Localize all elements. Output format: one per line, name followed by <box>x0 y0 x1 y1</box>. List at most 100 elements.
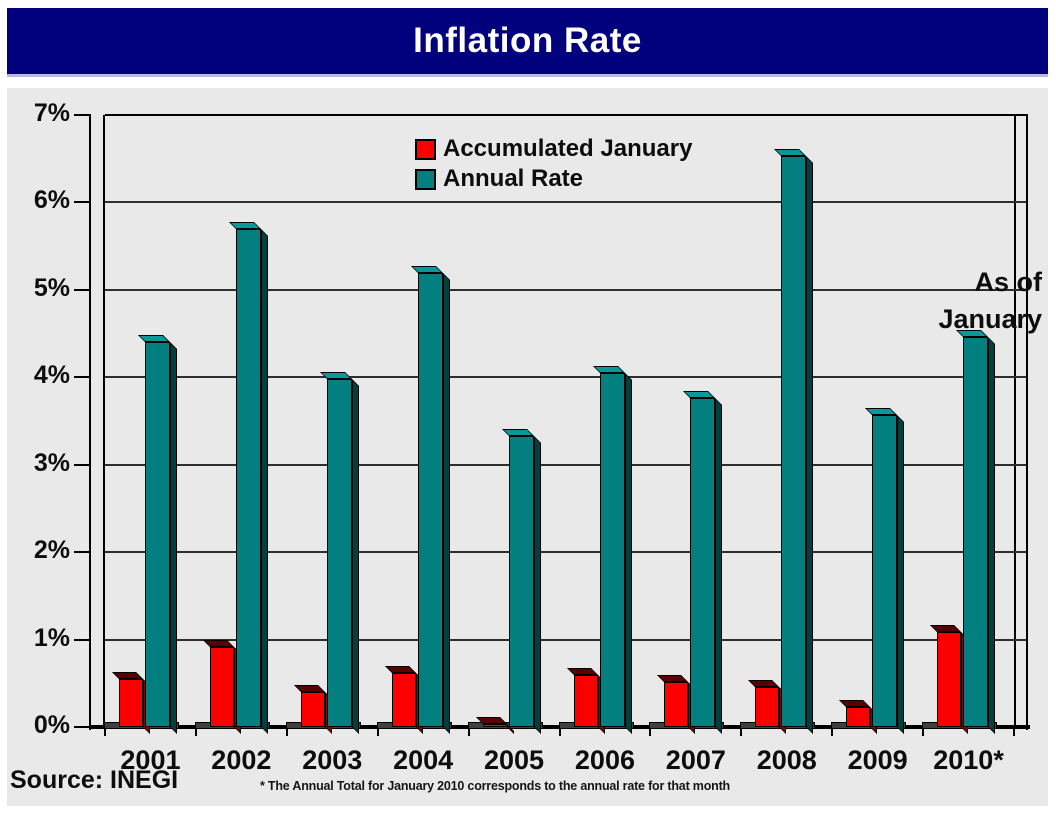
bar-annual-rate <box>683 391 723 734</box>
year-label: 2009 <box>847 745 908 775</box>
bar-accumulated-january <box>839 700 878 734</box>
bar-annual-rate <box>865 408 905 734</box>
bar-top-face <box>202 640 234 647</box>
year-label: 2007 <box>665 745 726 775</box>
x-tick <box>922 725 925 736</box>
annotation-line-2: January <box>938 304 1042 334</box>
gridline <box>105 638 1028 641</box>
chart-title-bar: Inflation Rate <box>7 8 1048 77</box>
bar-accumulated-january <box>475 717 514 734</box>
y-tick-label: 3% <box>33 448 70 477</box>
y-tick <box>74 201 91 204</box>
bar-top-face <box>566 668 598 675</box>
bar-annual-rate <box>774 149 814 734</box>
annotation-line-1: As of <box>974 267 1043 297</box>
bar-front-face <box>235 229 261 727</box>
bar-group: 2005 <box>467 115 560 775</box>
x-tick <box>104 725 106 736</box>
bar-front-face <box>300 692 325 727</box>
gridline <box>105 201 1028 204</box>
gridline <box>105 288 1028 291</box>
bar-front-face <box>417 273 443 727</box>
bar-accumulated-january <box>112 672 150 734</box>
bar-top-face <box>138 335 170 342</box>
bar-front-face <box>573 675 598 727</box>
bar-top-face <box>319 372 352 379</box>
gridline <box>105 114 1028 116</box>
y-tick-label: 6% <box>33 186 70 215</box>
y-tick-label: 0% <box>33 711 70 739</box>
y-tick-label: 5% <box>33 273 70 302</box>
y-tick <box>74 551 91 554</box>
bar-top-face <box>865 408 898 415</box>
x-tick <box>285 725 288 736</box>
right-wall-outer <box>1026 114 1028 730</box>
legend-label: Accumulated January <box>443 135 693 162</box>
bar-top-face <box>839 700 871 707</box>
bar-front-face <box>482 724 507 727</box>
bar-annual-rate <box>956 330 996 734</box>
bar-front-face <box>755 687 780 727</box>
bar-side-face <box>351 379 359 734</box>
x-tick <box>740 725 743 736</box>
x-tick <box>376 725 379 736</box>
y-tick-label: 2% <box>33 536 70 565</box>
y-tick-label: 1% <box>33 623 70 652</box>
legend-label: Annual Rate <box>443 165 584 192</box>
bar-front-face <box>664 682 689 727</box>
legend-item-annual-rate: Annual Rate <box>415 164 692 194</box>
bar-front-face <box>846 707 871 727</box>
footnote-text: * The Annual Total for January 2010 corr… <box>260 779 730 793</box>
year-label: 2010* <box>933 745 1004 775</box>
bar-side-face <box>170 342 177 734</box>
gridline <box>105 551 1028 554</box>
bar-front-face <box>508 436 534 727</box>
bar-group: 2010* <box>922 115 1014 775</box>
bar-top-face <box>774 149 807 156</box>
year-label: 2001 <box>120 745 181 775</box>
bar-side-face <box>624 373 632 734</box>
bar-annual-rate <box>501 429 541 734</box>
bar-annual-rate <box>228 222 268 734</box>
x-tick <box>467 725 470 736</box>
bar-front-face <box>872 415 898 727</box>
bar-top-face <box>657 675 689 682</box>
gridline <box>105 463 1028 466</box>
bar-group: 2006 <box>558 115 651 775</box>
x-tick <box>649 725 652 736</box>
legend-swatch-teal <box>415 168 436 190</box>
y-tick <box>74 376 91 379</box>
bar-annual-rate <box>319 372 359 734</box>
year-label: 2004 <box>393 745 454 775</box>
bar-front-face <box>326 379 352 727</box>
bar-top-face <box>293 685 325 692</box>
bar-side-face <box>988 337 996 734</box>
bar-front-face <box>937 632 962 727</box>
bar-annual-rate <box>410 266 450 734</box>
bar-side-face <box>897 415 905 734</box>
bar-annual-rate <box>138 335 177 734</box>
bar-annual-rate <box>592 366 632 734</box>
bar-group: 2009 <box>831 115 923 775</box>
as-of-january-annotation: As of January <box>938 264 1042 338</box>
bar-side-face <box>442 273 450 734</box>
x-tick <box>831 725 834 736</box>
bar-group: 2003 <box>285 115 378 775</box>
legend-item-accumulated-january: Accumulated January <box>415 134 692 164</box>
bar-side-face <box>806 156 814 734</box>
bar-group: 2008 <box>740 115 832 775</box>
legend-swatch-red <box>415 138 436 160</box>
y-tick-label: 7% <box>33 99 70 127</box>
bar-side-face <box>715 398 723 734</box>
y-tick <box>74 288 91 291</box>
year-label: 2002 <box>211 745 272 775</box>
year-label: 2008 <box>756 745 817 775</box>
x-tick <box>194 725 197 736</box>
x-tick <box>558 725 561 736</box>
gridline <box>105 376 1028 379</box>
bar-group: 2004 <box>376 115 469 775</box>
bar-top-face <box>501 429 534 436</box>
bar-top-face <box>748 680 780 687</box>
bar-accumulated-january <box>384 666 423 734</box>
